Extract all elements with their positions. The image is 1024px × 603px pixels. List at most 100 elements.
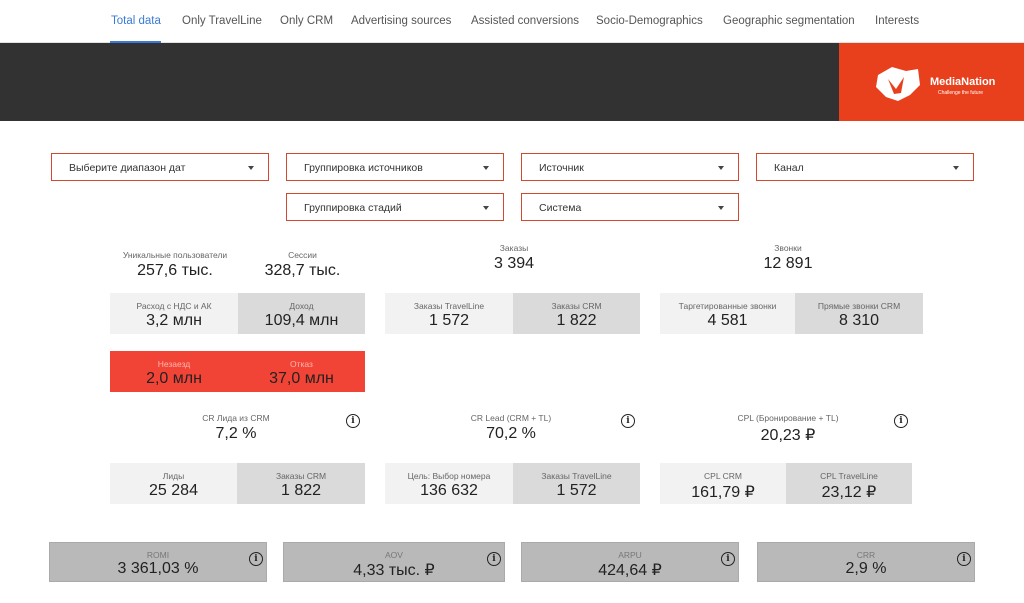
kpi-unique-users: Уникальные пользователи 257,6 тыс. (110, 250, 240, 280)
kpi-label: Заказы (499, 243, 529, 253)
tab-interests[interactable]: Interests (875, 15, 920, 27)
logo-name: MediaNation (930, 76, 996, 88)
metric-label: AOV (385, 550, 403, 560)
kpi-cr-lead-crm-tl: CR Lead (CRM + TL) 70,2 % (445, 413, 577, 443)
metric-value: 1 822 (556, 312, 597, 329)
tab-only-travelline[interactable]: Only TravelLine (182, 15, 262, 27)
kpi-calls: Звонки 12 891 (724, 243, 852, 273)
kpi-value: 20,23 ₽ (760, 427, 816, 444)
metric-cpl-travelline: CPL TravelLine 23,12 ₽ (786, 463, 912, 504)
metric-value: 1 822 (280, 482, 322, 499)
info-icon[interactable]: i (249, 552, 263, 566)
metric-goal-room-choice: Цель: Выбор номера 136 632 (385, 463, 513, 504)
kpi-label: CR Лида из CRM (202, 413, 270, 423)
info-icon[interactable]: i (621, 414, 635, 428)
metric-value: 3,2 млн (146, 312, 202, 329)
info-icon[interactable]: i (721, 552, 735, 566)
tab-geographic-segmentation[interactable]: Geographic segmentation (723, 15, 855, 27)
metric-income: Доход 109,4 млн (238, 293, 365, 334)
tab-assisted-conversions[interactable]: Assisted conversions (471, 15, 580, 27)
date-range-dropdown[interactable]: Выберите диапазон дат (51, 153, 269, 181)
source-grouping-dropdown[interactable]: Группировка источников (286, 153, 504, 181)
kpi-label: CPL (Бронирование + TL) (737, 413, 839, 423)
kpi-value: 12 891 (763, 255, 813, 272)
chevron-down-icon (483, 166, 489, 170)
metric-value: 8 310 (838, 312, 880, 329)
source-dropdown[interactable]: Источник (521, 153, 739, 181)
metric-orders-travelline: Заказы TravelLine 1 572 (513, 463, 640, 504)
info-icon[interactable]: i (894, 414, 908, 428)
system-label: Система (539, 202, 582, 214)
kpi-label: Уникальные пользователи (122, 250, 228, 260)
kpi-sessions: Сессии 328,7 тыс. (240, 250, 365, 280)
active-tab-indicator (110, 41, 161, 43)
chevron-down-icon (718, 206, 724, 210)
metric-label: CRR (856, 550, 876, 560)
metric-targeted-calls: Таргетированные звонки 4 581 (660, 293, 795, 334)
kpi-value: 257,6 тыс. (137, 262, 213, 279)
source-grouping-label: Группировка источников (304, 162, 423, 174)
metric-label: ARPU (618, 550, 642, 560)
tab-total-data[interactable]: Total data (111, 15, 161, 27)
date-range-label: Выберите диапазон дат (69, 162, 186, 174)
metric-label: Заказы TravelLine (541, 471, 612, 481)
metric-leads: Лиды 25 284 (110, 463, 237, 504)
metric-value: 2,9 % (845, 560, 887, 577)
header-banner: MediaNation Challenge the future (0, 43, 1024, 121)
metric-crr: CRR 2,9 % i (757, 542, 975, 582)
metric-value: 1 572 (556, 482, 597, 499)
metric-orders-travelline: Заказы TravelLine 1 572 (385, 293, 513, 334)
info-icon[interactable]: i (487, 552, 501, 566)
metric-label: CPL TravelLine (820, 471, 878, 481)
metric-label: Расход с НДС и АК (136, 301, 212, 311)
report-tabs: Total data Only TravelLine Only CRM Adve… (0, 0, 1024, 43)
metric-label: CPL CRM (704, 471, 742, 481)
metric-value: 3 361,03 % (117, 560, 199, 577)
system-dropdown[interactable]: Система (521, 193, 739, 221)
tab-advertising-sources[interactable]: Advertising sources (351, 15, 452, 27)
metric-label: Незаезд (157, 359, 191, 369)
metric-label: Прямые звонки CRM (817, 301, 901, 311)
metric-label: ROMI (146, 550, 170, 560)
tab-socio-demographics[interactable]: Socio-Demographics (596, 15, 703, 27)
metric-no-show: Незаезд 2,0 млн (110, 351, 238, 392)
kpi-orders: Заказы 3 394 (450, 243, 578, 273)
kpi-value: 70,2 % (486, 425, 536, 442)
metric-value: 136 632 (420, 482, 478, 499)
metric-value: 23,12 ₽ (821, 484, 877, 501)
metric-orders-crm: Заказы CRM 1 822 (237, 463, 365, 504)
kpi-cpl-booking-tl: CPL (Бронирование + TL) 20,23 ₽ (718, 413, 858, 445)
chevron-down-icon (248, 166, 254, 170)
metric-orders-crm: Заказы CRM 1 822 (513, 293, 640, 334)
metric-label: Лиды (162, 471, 185, 481)
metric-value: 4 581 (707, 312, 748, 329)
info-icon[interactable]: i (957, 552, 971, 566)
metric-aov: AOV 4,33 тыс. ₽ i (283, 542, 505, 582)
metric-value: 25 284 (149, 482, 198, 499)
kpi-label: CR Lead (CRM + TL) (470, 413, 552, 423)
metric-value: 1 572 (428, 312, 470, 329)
info-icon[interactable]: i (346, 414, 360, 428)
metric-label: Таргетированные звонки (678, 301, 777, 311)
kpi-label: Звонки (774, 243, 802, 253)
metric-label: Отказ (290, 359, 313, 369)
metric-label: Заказы CRM (551, 301, 602, 311)
metric-value: 4,33 тыс. ₽ (353, 562, 435, 579)
stage-grouping-label: Группировка стадий (304, 202, 402, 214)
metric-value: 161,79 ₽ (691, 484, 755, 501)
metric-cpl-crm: CPL CRM 161,79 ₽ (660, 463, 786, 504)
metric-romi: ROMI 3 361,03 % i (49, 542, 267, 582)
kpi-cr-lead-crm: CR Лида из CRM 7,2 % (170, 413, 302, 443)
source-label: Источник (539, 162, 584, 174)
metric-label: Заказы TravelLine (413, 301, 485, 311)
stage-grouping-dropdown[interactable]: Группировка стадий (286, 193, 504, 221)
chevron-down-icon (718, 166, 724, 170)
medianation-logo: MediaNation Challenge the future (839, 43, 1024, 121)
channel-label: Канал (774, 162, 804, 174)
metric-value: 424,64 ₽ (598, 562, 662, 579)
metric-label: Заказы CRM (275, 471, 327, 481)
channel-dropdown[interactable]: Канал (756, 153, 974, 181)
metric-value: 37,0 млн (269, 370, 334, 387)
medianation-logo-icon (876, 67, 920, 101)
tab-only-crm[interactable]: Only CRM (280, 15, 334, 27)
